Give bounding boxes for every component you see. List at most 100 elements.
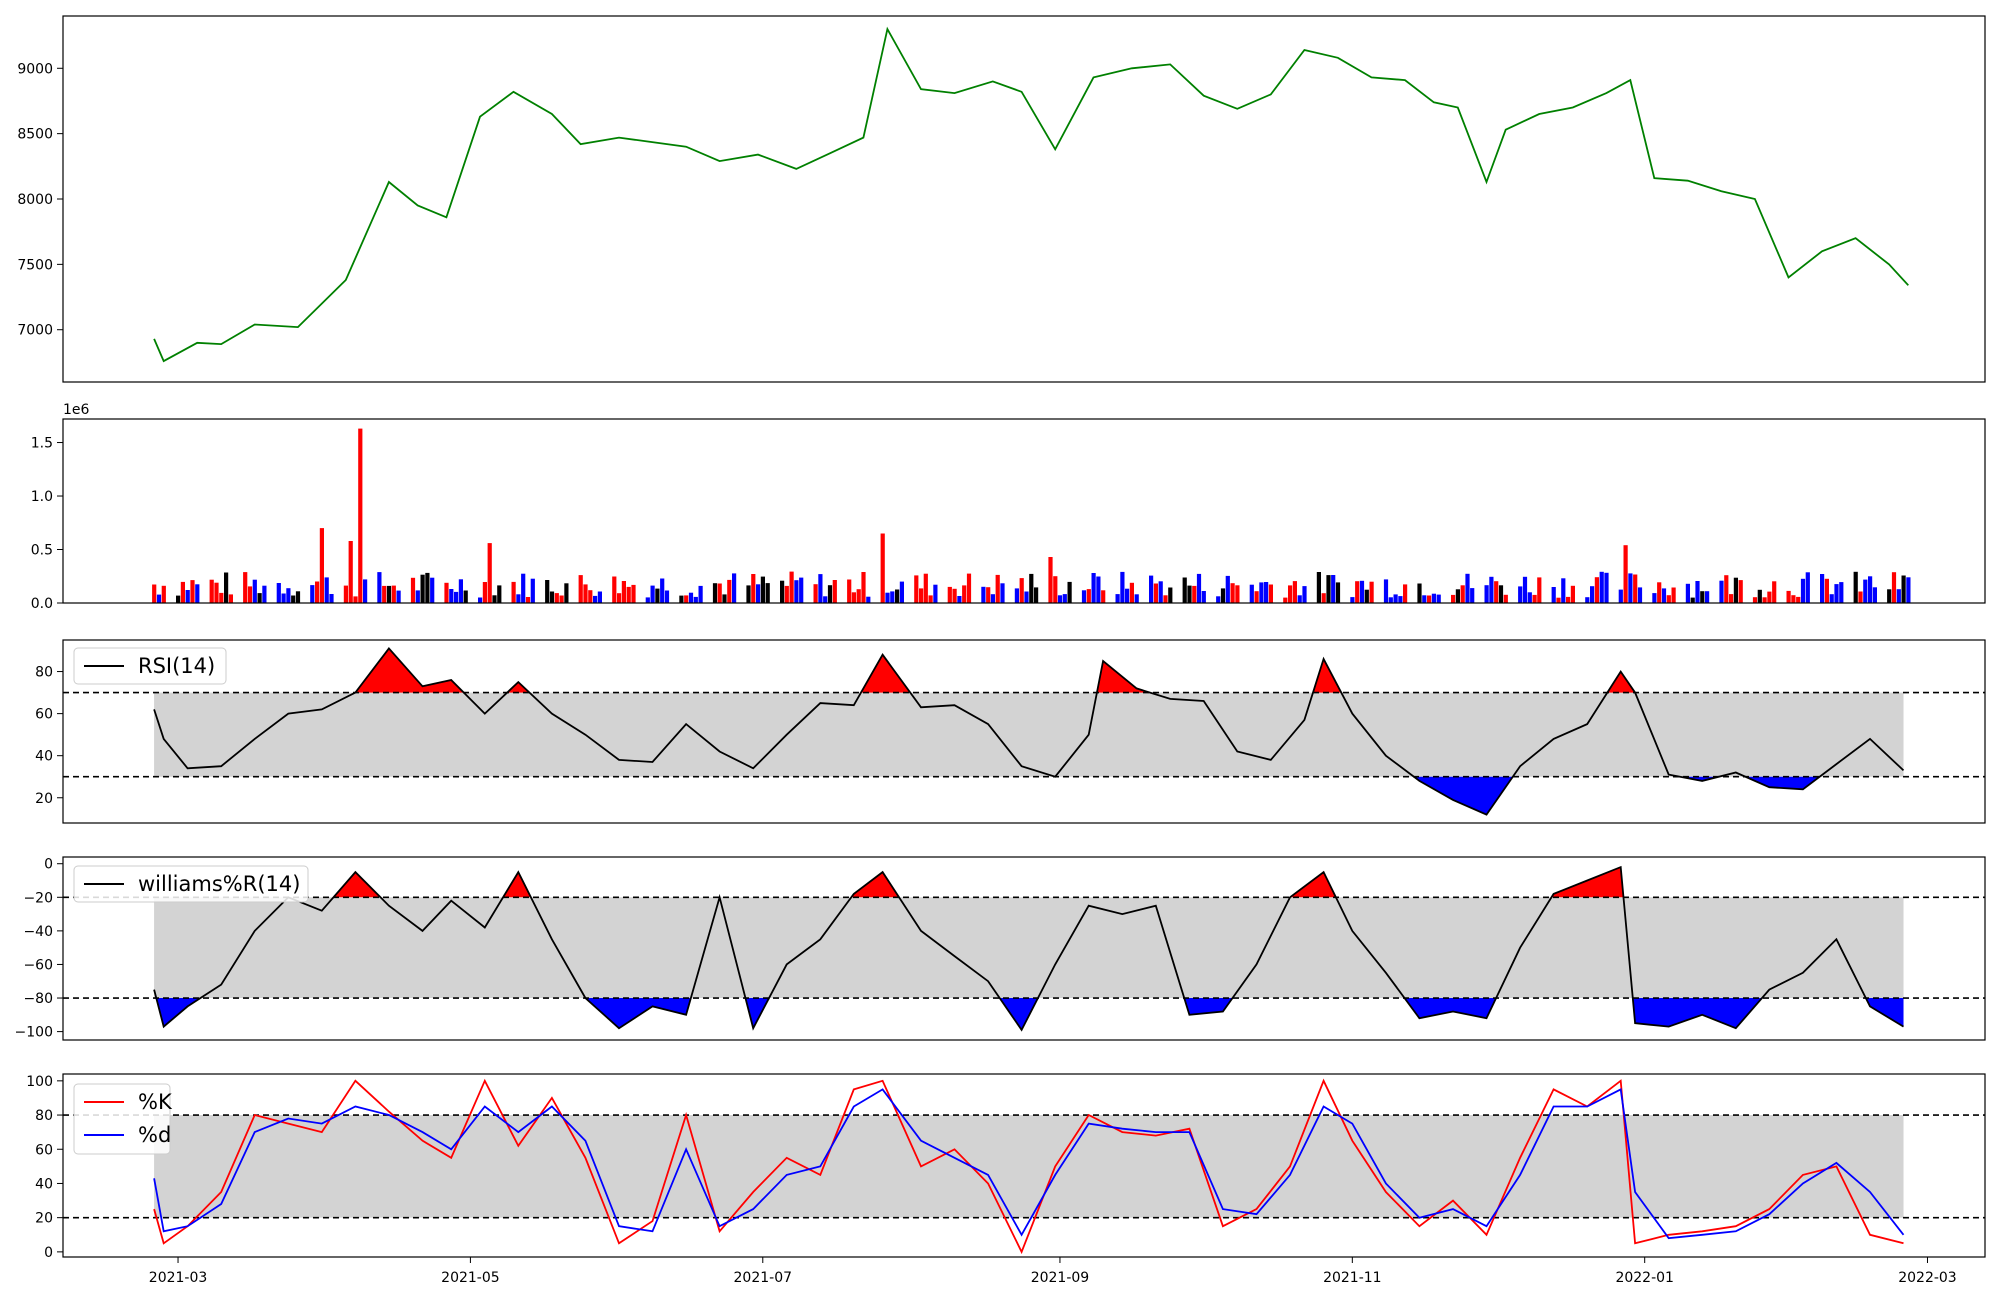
volume-bar <box>1532 594 1537 603</box>
volume-bar <box>353 596 358 603</box>
volume-bar <box>492 595 497 603</box>
volume-bar <box>525 597 531 603</box>
stochastic-ytick-label: 100 <box>26 1074 53 1090</box>
volume-bar <box>861 572 866 603</box>
rsi-legend: RSI(14) <box>73 647 227 685</box>
rsi-overbought-fill <box>355 648 1636 693</box>
volume-panel: 0.0 0.5 1.0 1.5 1e6 <box>31 402 1986 612</box>
volume-bar <box>1288 585 1293 603</box>
volume-bar <box>319 528 324 603</box>
volume-bar <box>1872 587 1877 603</box>
volume-bar <box>780 580 785 603</box>
volume-bar <box>497 585 502 603</box>
volume-bar <box>1594 577 1599 603</box>
volume-bar <box>1149 575 1154 603</box>
volume-bar <box>928 595 933 603</box>
price-line <box>153 26 1909 363</box>
volume-bar <box>530 578 535 603</box>
volume-bar <box>252 579 257 603</box>
volume-bar <box>1796 596 1801 603</box>
volume-bar <box>1637 587 1643 603</box>
volume-bar <box>1494 581 1499 603</box>
volume-bar <box>382 585 387 603</box>
stochastic-panel: 0 20 40 60 80 100 %K %d <box>26 1073 1986 1261</box>
volume-bar <box>1566 596 1571 603</box>
volume-bar <box>1666 595 1671 603</box>
stochastic-ytick-label: 40 <box>35 1176 53 1192</box>
volume-bar <box>156 594 162 603</box>
volume-bar <box>1762 597 1767 603</box>
volume-bar <box>564 583 569 603</box>
volume-bar <box>1431 593 1436 603</box>
volume-bar <box>827 585 833 603</box>
volume-bar <box>880 533 885 603</box>
volume-bar <box>1527 592 1532 603</box>
volume-bar <box>1034 587 1039 603</box>
volume-bar <box>1824 578 1829 603</box>
volume-bar <box>1561 578 1566 603</box>
volume-bar <box>1081 590 1087 603</box>
williams-ytick-label: −60 <box>23 957 53 973</box>
volume-ytick-label: 0.0 <box>31 596 53 612</box>
volume-ytick-label: 1.0 <box>31 489 53 505</box>
volume-bar <box>1887 589 1892 603</box>
volume-bar <box>1292 581 1297 603</box>
volume-bar <box>962 585 967 603</box>
volume-bar <box>549 591 555 603</box>
volume-bar <box>760 576 765 603</box>
volume-bar <box>1436 594 1441 603</box>
williams-axes-frame <box>62 856 1986 1041</box>
volume-bar <box>1182 577 1187 603</box>
volume-bar <box>1101 590 1106 603</box>
x-tick-label: 2021-07 <box>734 1270 793 1286</box>
volume-bar <box>1398 596 1403 603</box>
stochastic-axes-frame <box>62 1073 1986 1258</box>
volume-bar <box>1249 584 1254 603</box>
volume-bar <box>583 584 588 603</box>
stochastic-legend: %K %d <box>73 1083 173 1155</box>
volume-bar <box>1657 582 1662 603</box>
williams-ytick-label: −40 <box>23 924 53 940</box>
volume-bar <box>1350 597 1355 603</box>
volume-bar <box>1671 587 1676 603</box>
volume-bar <box>444 582 449 603</box>
x-tick-label: 2021-09 <box>1031 1270 1090 1286</box>
volume-bar <box>1383 579 1389 603</box>
volume-bar <box>1585 597 1590 603</box>
volume-bar <box>626 586 631 603</box>
volume-bar <box>1752 597 1758 603</box>
volume-bar <box>1767 591 1772 603</box>
volume-bar <box>1685 583 1690 603</box>
volume-bar <box>1834 584 1839 603</box>
volume-bar <box>1254 591 1259 603</box>
volume-bar <box>1163 595 1168 603</box>
volume-bar <box>1235 585 1240 603</box>
volume-bar <box>214 582 219 603</box>
volume-bar <box>1029 573 1034 603</box>
volume-bar <box>693 596 698 603</box>
volume-ytick-label: 1.5 <box>31 436 53 452</box>
volume-bar <box>291 595 296 603</box>
volume-bar <box>1891 572 1897 603</box>
williams-legend-label: williams%R(14) <box>138 872 300 896</box>
volume-bar <box>995 574 1000 603</box>
volume-bar <box>1388 597 1393 603</box>
volume-bar <box>593 595 598 603</box>
stochastic-neutral-band <box>154 1115 1904 1218</box>
volume-bar <box>1062 594 1067 603</box>
williams-oversold-fill <box>156 998 1904 1030</box>
volume-bar <box>1599 571 1604 603</box>
volume-bar <box>794 580 799 603</box>
rsi-y-axis: 20 40 60 80 <box>35 665 63 807</box>
volume-bar <box>1791 595 1796 603</box>
volume-bar <box>717 583 722 603</box>
volume-bar <box>895 589 900 603</box>
volume-bar <box>1470 588 1475 603</box>
volume-bar <box>1863 579 1868 603</box>
volume-bar <box>482 582 487 603</box>
williams-legend-box <box>73 865 309 903</box>
volume-bar <box>1158 581 1163 603</box>
volume-bar <box>597 591 602 603</box>
volume-bar <box>1839 582 1844 603</box>
volume-bar <box>650 585 655 603</box>
